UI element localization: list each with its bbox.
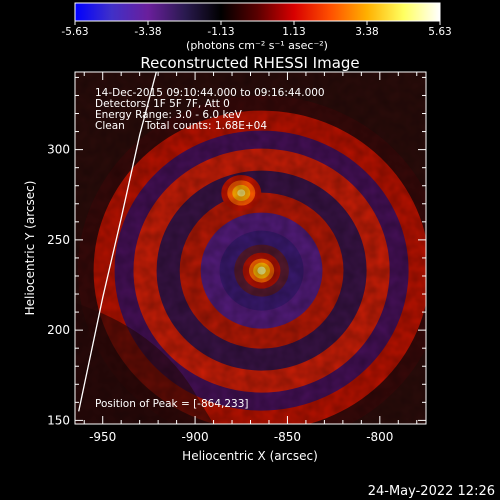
y-axis-label: Heliocentric Y (arcsec) — [23, 181, 37, 316]
colorbar-ticks: -5.63 -3.38 -1.13 1.13 3.38 5.63 — [61, 21, 452, 38]
x-tick-label: -900 — [181, 430, 208, 444]
y-tick-label: 300 — [47, 143, 70, 157]
colorbar: -5.63 -3.38 -1.13 1.13 3.38 5.63 (photons cm⁻… — [61, 2, 452, 52]
x-axis: -950 -900 -850 -800 — [83, 72, 418, 444]
heatmap-image — [75, 72, 426, 424]
colorbar-tick-label: 5.63 — [428, 26, 451, 38]
x-tick-label: -800 — [366, 430, 393, 444]
colorbar-tick-label: -5.63 — [61, 26, 88, 38]
y-tick-label: 250 — [47, 233, 70, 247]
solar-limb-line — [78, 72, 157, 412]
x-tick-label: -850 — [274, 430, 301, 444]
y-axis: 150 200 250 300 — [47, 76, 426, 427]
annotation-detectors: Detectors: 1F 5F 7F, Att 0 — [95, 98, 230, 110]
annotation-peak-position: Position of Peak = [-864,233] — [95, 398, 249, 410]
colorbar-tick-label: -3.38 — [134, 26, 161, 38]
colorbar-gradient — [74, 2, 441, 22]
y-tick-label: 200 — [47, 323, 70, 337]
annotation-energy-range: Energy Range: 3.0 - 6.0 keV — [95, 109, 243, 121]
image-annotations: 14-Dec-2015 09:10:44.000 to 09:16:44.000… — [95, 87, 325, 410]
annotation-total-counts: Total counts: 1.68E+04 — [144, 120, 267, 132]
y-tick-label: 150 — [47, 413, 70, 427]
colorbar-tick-label: 1.13 — [282, 26, 305, 38]
annotation-clean: Clean — [95, 120, 125, 132]
footer-date: 24-May-2022 12:26 — [368, 484, 495, 499]
colorbar-unit-label: (photons cm⁻² s⁻¹ asec⁻²) — [186, 39, 328, 52]
colorbar-tick-label: -1.13 — [207, 26, 234, 38]
x-axis-label: Heliocentric X (arcsec) — [182, 449, 318, 463]
annotation-time-range: 14-Dec-2015 09:10:44.000 to 09:16:44.000 — [95, 87, 325, 99]
chart-title: Reconstructed RHESSI Image — [140, 54, 359, 72]
x-tick-label: -950 — [89, 430, 116, 444]
colorbar-tick-label: 3.38 — [355, 26, 378, 38]
